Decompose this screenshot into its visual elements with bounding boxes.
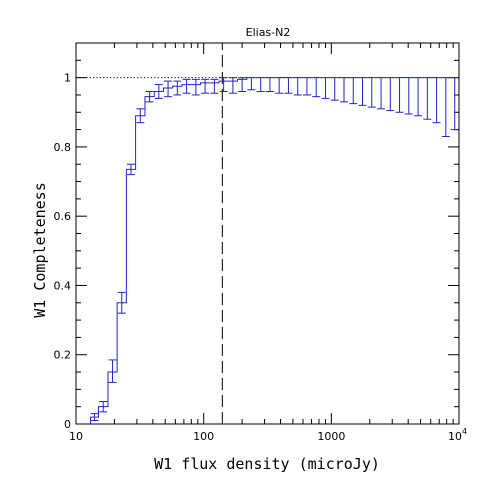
error-bar (164, 80, 173, 98)
error-bar (339, 77, 348, 103)
error-bar (210, 78, 219, 94)
error-bar (219, 77, 228, 92)
error-bar (275, 77, 284, 94)
x-tick-label: 100 (193, 430, 214, 443)
error-bar (349, 77, 358, 105)
chart-title: Elias-N2 (246, 26, 291, 39)
error-bar (441, 77, 450, 138)
error-bar (404, 77, 413, 115)
error-bar (386, 77, 395, 112)
error-bar (358, 77, 367, 106)
x-tick-label: 1000 (317, 430, 345, 443)
error-bar (228, 77, 237, 94)
error-bar (201, 78, 210, 94)
error-bar (284, 77, 293, 94)
error-bar (182, 78, 191, 94)
error-bar (414, 77, 423, 117)
error-bar (395, 77, 404, 113)
x-tick-label: 10 (69, 430, 83, 443)
error-bar (302, 77, 311, 96)
y-tick-label: 1 (64, 72, 71, 85)
error-bar (191, 78, 200, 96)
error-bar (108, 359, 117, 383)
completeness-step-line (76, 77, 459, 425)
y-tick-label: 0.8 (54, 141, 72, 154)
y-tick-label: 0.2 (54, 349, 72, 362)
x-axis-ticks: 10 100 1000 10 4 (69, 43, 467, 443)
error-bar (432, 77, 441, 124)
error-bar (377, 77, 386, 110)
y-axis-label: W1 Completeness (31, 182, 49, 317)
y-tick-label: 0 (64, 418, 71, 431)
error-bar (312, 77, 321, 98)
error-bar (265, 77, 274, 92)
error-bar (256, 77, 265, 92)
error-bar (330, 77, 339, 101)
error-bar (321, 77, 330, 99)
error-bar (367, 77, 376, 108)
error-bar (450, 77, 459, 131)
error-bar (423, 77, 432, 120)
error-bar (293, 77, 302, 96)
error-bar (247, 77, 256, 91)
plot-frame (75, 42, 460, 425)
y-axis-ticks: 0 0.2 0.4 0.6 0.8 1 (54, 42, 459, 431)
error-bar (238, 77, 247, 92)
y-tick-label: 0.6 (54, 210, 72, 223)
x-tick-exponent: 4 (462, 427, 467, 436)
error-bars (90, 77, 459, 422)
y-tick-label: 0.4 (54, 279, 72, 292)
x-tick-label: 10 (448, 430, 462, 443)
error-bar (173, 80, 182, 96)
x-axis-label: W1 flux density (microJy) (154, 455, 380, 473)
